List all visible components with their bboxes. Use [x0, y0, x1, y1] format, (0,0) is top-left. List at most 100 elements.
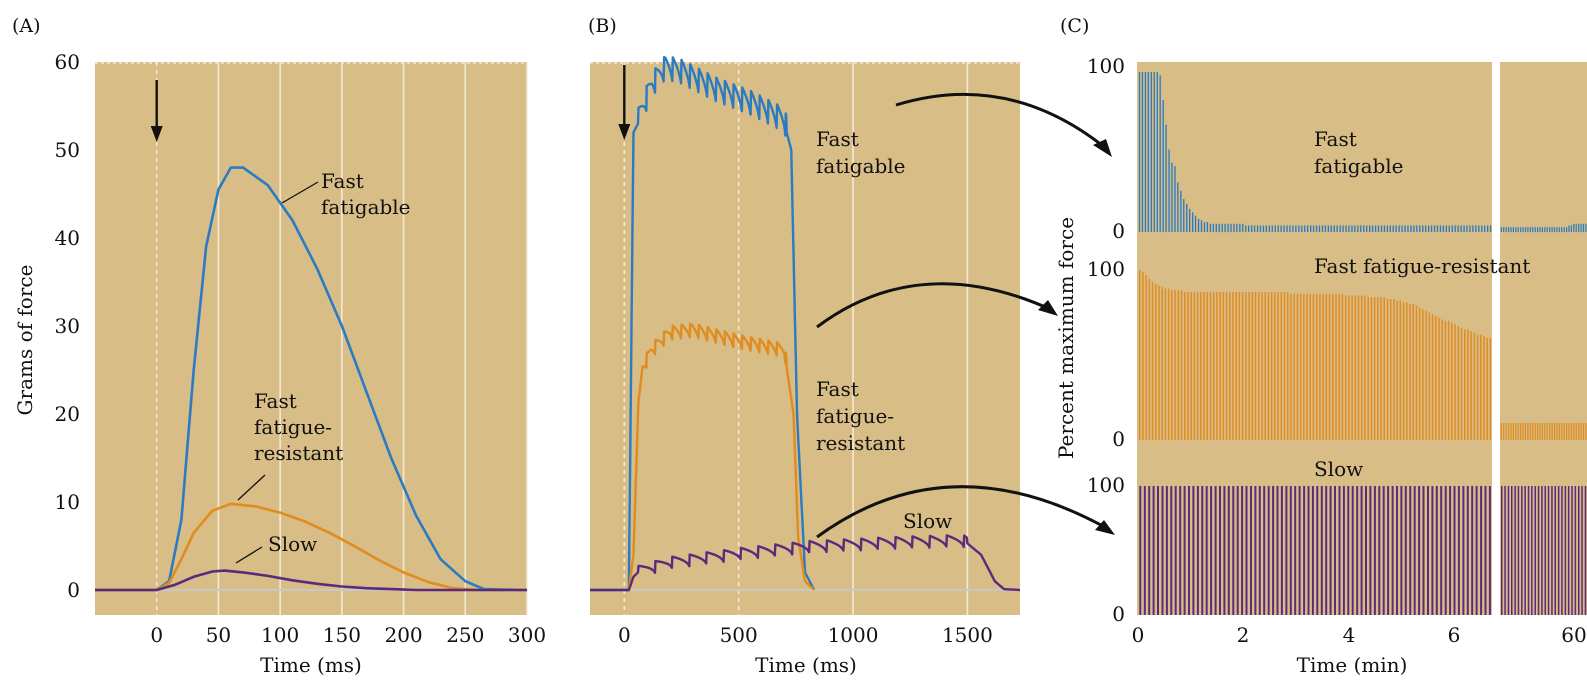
panel-c-series-2-bar: [1475, 486, 1478, 615]
panel-c-series-1-bar: [1325, 293, 1328, 440]
panel-a-stimulus-arrowhead: [150, 126, 163, 142]
panel-c-series-2-bar: [1561, 486, 1563, 615]
panel-c-series-1-bar: [1180, 290, 1183, 440]
panel-c-series-0-bar: [1466, 225, 1468, 232]
panel-c-series-0-bar: [1433, 225, 1436, 232]
panel-c-y-tick: 100: [1087, 54, 1125, 78]
panel-c-series-1-bar: [1299, 293, 1302, 440]
panel-c-series-0-bar: [1138, 72, 1141, 232]
panel-c-series-1-bar: [1517, 423, 1519, 440]
panel-c-series-0-bar: [1321, 225, 1324, 232]
panel-c-series-0-bar: [1512, 227, 1514, 233]
panel-c-series-1-bar: [1241, 292, 1244, 440]
panel-c-series-0-bar: [1227, 223, 1229, 233]
panel-c-series-1-bar: [1264, 292, 1266, 440]
panel-c-series-2-bar: [1192, 486, 1195, 615]
panel-c-series-1-bar: [1351, 295, 1353, 440]
panel-c-series-1-bar: [1537, 423, 1539, 440]
panel-c-series-0-bar: [1230, 223, 1232, 233]
panel-a-series-1-label: Fast: [254, 389, 297, 413]
panel-c-series-0-bar: [1430, 225, 1433, 232]
panel-c-series-1-bar: [1354, 295, 1357, 440]
panel-c-series-1-bar: [1399, 300, 1402, 440]
panel-c-series-1-bar: [1480, 334, 1482, 440]
panel-b-series: [589, 56, 1021, 592]
panel-c-series-1-bar: [1338, 293, 1340, 440]
panel-b-label: (B): [588, 15, 617, 37]
panel-c-series-1-bar: [1309, 293, 1311, 440]
panel-c-series-0-bar: [1242, 223, 1244, 233]
panel-c-series-2-bar: [1183, 486, 1186, 615]
connector-arrowhead-1: [1038, 300, 1058, 316]
panel-c-series-1-bar: [1209, 292, 1212, 440]
panel-c-y-tick: 100: [1087, 473, 1125, 497]
panel-c-series-2-bar: [1524, 486, 1526, 615]
panel-c-series-1-bar: [1556, 423, 1558, 440]
panel-c-series-0-bar: [1339, 225, 1341, 232]
panel-a-x-tick-labels: 0 50 100 150 200 250 300: [150, 623, 546, 647]
panel-c-series-1-bar: [1341, 293, 1344, 440]
panel-c-series-0-bar: [1575, 223, 1577, 233]
panel-c-series-2-bar: [1294, 486, 1297, 615]
panel-c-series-1-bar: [1563, 423, 1565, 440]
panel-c-series-2-bar: [1276, 486, 1279, 615]
panel-c-series-2-bar: [1544, 486, 1547, 615]
panel-c-series-0-bar: [1436, 225, 1439, 232]
panel-c-series-2-bar: [1196, 486, 1199, 615]
panel-c-series-2-bar: [1263, 486, 1266, 615]
panel-c-series-2-label: Slow: [1314, 457, 1363, 481]
panel-c-series-0-bar: [1274, 225, 1276, 232]
panel-c-series-0-bar: [1271, 225, 1273, 232]
panel-c-series-2-bar: [1360, 486, 1363, 615]
panel-c-series-0-bar: [1445, 225, 1448, 232]
panel-c-series-0-bar: [1144, 72, 1147, 232]
panel-c-series-1-bar: [1582, 423, 1585, 440]
panel-a-x-tick: 100: [261, 623, 299, 647]
panel-c-series-2-bar: [1179, 486, 1182, 615]
panel-b: (B) 0 500 1000 1500 Fast fatigable Fast fatigu…: [588, 15, 1021, 677]
panel-c-series-2-bar: [1453, 486, 1456, 615]
connector-arrow-1: [816, 282, 1053, 329]
panel-c-series-2-bar: [1378, 486, 1381, 615]
panel-c-series-2-bar: [1161, 486, 1164, 615]
panel-c-series-1-bar: [1402, 302, 1405, 440]
panel-c-series-1-bar: [1541, 423, 1543, 440]
panel-c-series-2-bar: [1584, 486, 1587, 615]
panel-c-series-2-bar: [1365, 486, 1367, 615]
panel-c-series-1-bar: [1473, 332, 1476, 440]
panel-c-series-0-bar: [1529, 227, 1531, 233]
panel-c-series-2-bar: [1148, 486, 1151, 615]
panel-c-series-1-bar: [1460, 327, 1463, 440]
panel-b-series-1-label: resistant: [816, 431, 905, 455]
panel-c-series-2-bar: [1551, 486, 1553, 615]
panel-c-series-2-bar: [1449, 486, 1452, 615]
panel-c-series-0-bar: [1534, 227, 1536, 233]
panel-c-series-1-bar: [1151, 281, 1154, 440]
panel-c-series-1-bar: [1328, 293, 1331, 440]
panel-c-series-1-bar: [1161, 287, 1163, 440]
panel-c-series-1-bar: [1553, 423, 1556, 440]
panel-c-series-1-bar: [1225, 292, 1228, 440]
panel-c-series-2-bar: [1143, 486, 1146, 615]
panel-c-series-1-bar: [1296, 293, 1299, 440]
panel-c-series-0-bar: [1259, 225, 1262, 232]
panel-c-series-1-bar: [1219, 292, 1221, 440]
panel-c-series-0-bar: [1150, 72, 1153, 232]
panel-c-series-0-bar: [1524, 227, 1527, 233]
panel-a-series-1-label: fatigue-: [254, 415, 332, 439]
panel-c-series-1-bar: [1251, 292, 1254, 440]
panel-c-series-0-bar: [1186, 203, 1188, 232]
panel-a-x-tick: 150: [323, 623, 361, 647]
panel-c-series-1-bar: [1277, 292, 1279, 440]
panel-c-series-2-bar: [1320, 486, 1323, 615]
panel-c-series-0-bar: [1333, 225, 1335, 232]
panel-c-series-1-bar: [1435, 315, 1437, 440]
panel-c-series-0-bar: [1330, 225, 1332, 232]
panel-c-series-0-bar: [1561, 227, 1563, 233]
panel-c-series-2-bar: [1462, 486, 1465, 615]
panel-c-series-0-bar: [1256, 225, 1259, 232]
panel-c-series-2-bar: [1527, 486, 1530, 615]
panel-c-series-2-bar: [1139, 486, 1142, 615]
panel-c-series-2-bar: [1174, 486, 1177, 615]
panel-c-series-1-bar: [1486, 338, 1488, 440]
